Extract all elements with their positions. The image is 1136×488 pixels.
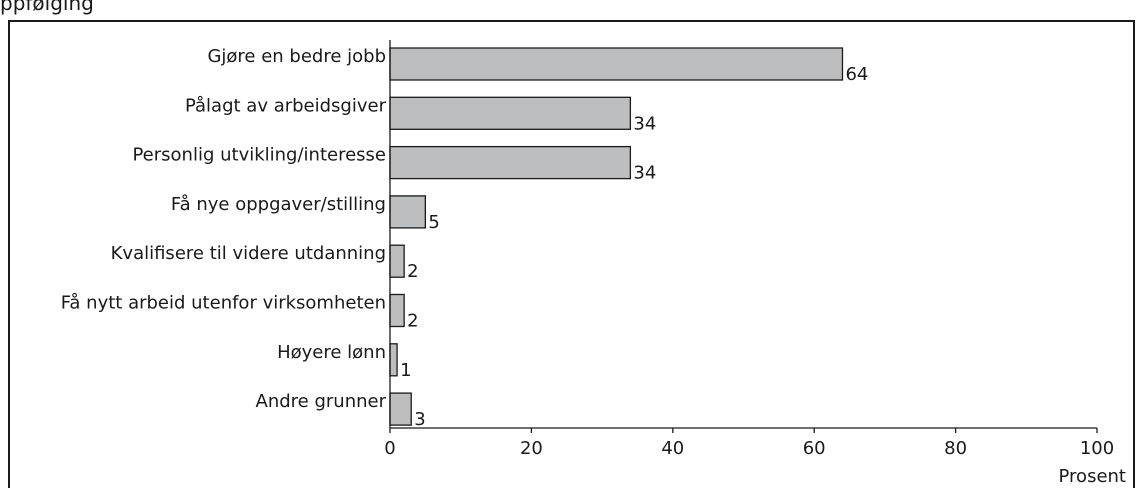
x-tick-label: 20 bbox=[520, 438, 543, 459]
category-label: Andre grunner bbox=[256, 391, 387, 412]
bar bbox=[389, 244, 405, 278]
chart-frame bbox=[8, 20, 1135, 488]
bar bbox=[389, 145, 632, 180]
data-label: 34 bbox=[633, 113, 656, 134]
data-label: 3 bbox=[414, 409, 425, 430]
data-label: 2 bbox=[407, 311, 418, 332]
data-labels: 64 34 34 5 2 2 1 3 bbox=[400, 64, 868, 430]
bar bbox=[389, 293, 405, 328]
category-label: Personlig utvikling/interesse bbox=[132, 145, 386, 166]
data-label: 2 bbox=[407, 261, 418, 282]
data-label: 1 bbox=[400, 360, 411, 381]
x-tick-label: 80 bbox=[944, 438, 967, 459]
category-label: Høyere lønn bbox=[277, 342, 386, 363]
category-labels: Gjøre en bedre jobb Pålagt av arbeidsgive… bbox=[61, 46, 387, 412]
category-label: Få nye oppgaver/stilling bbox=[171, 194, 386, 215]
bars bbox=[389, 47, 844, 426]
data-label: 64 bbox=[845, 64, 868, 85]
bar bbox=[389, 47, 844, 81]
x-tick-label: 100 bbox=[1080, 438, 1114, 459]
category-label: Gjøre en bedre jobb bbox=[207, 46, 386, 67]
x-tick-label: 40 bbox=[661, 438, 684, 459]
bar bbox=[389, 392, 412, 426]
x-axis-ticks: 0 20 40 60 80 100 bbox=[384, 428, 1114, 459]
category-label: Få nytt arbeid utenfor virksomheten bbox=[61, 293, 386, 314]
category-label: Pålagt av arbeidsgiver bbox=[185, 95, 387, 116]
bar bbox=[389, 96, 632, 130]
data-label: 34 bbox=[633, 163, 656, 184]
x-axis-label: Prosent bbox=[1059, 466, 1126, 487]
category-label: Kvalifisere til videre utdanning bbox=[111, 243, 386, 264]
x-tick-label: 0 bbox=[384, 438, 395, 459]
bar bbox=[389, 343, 398, 377]
bar bbox=[389, 195, 426, 229]
x-tick-label: 60 bbox=[803, 438, 826, 459]
data-label: 5 bbox=[428, 212, 439, 233]
chart-title: ppfølging bbox=[0, 0, 94, 15]
